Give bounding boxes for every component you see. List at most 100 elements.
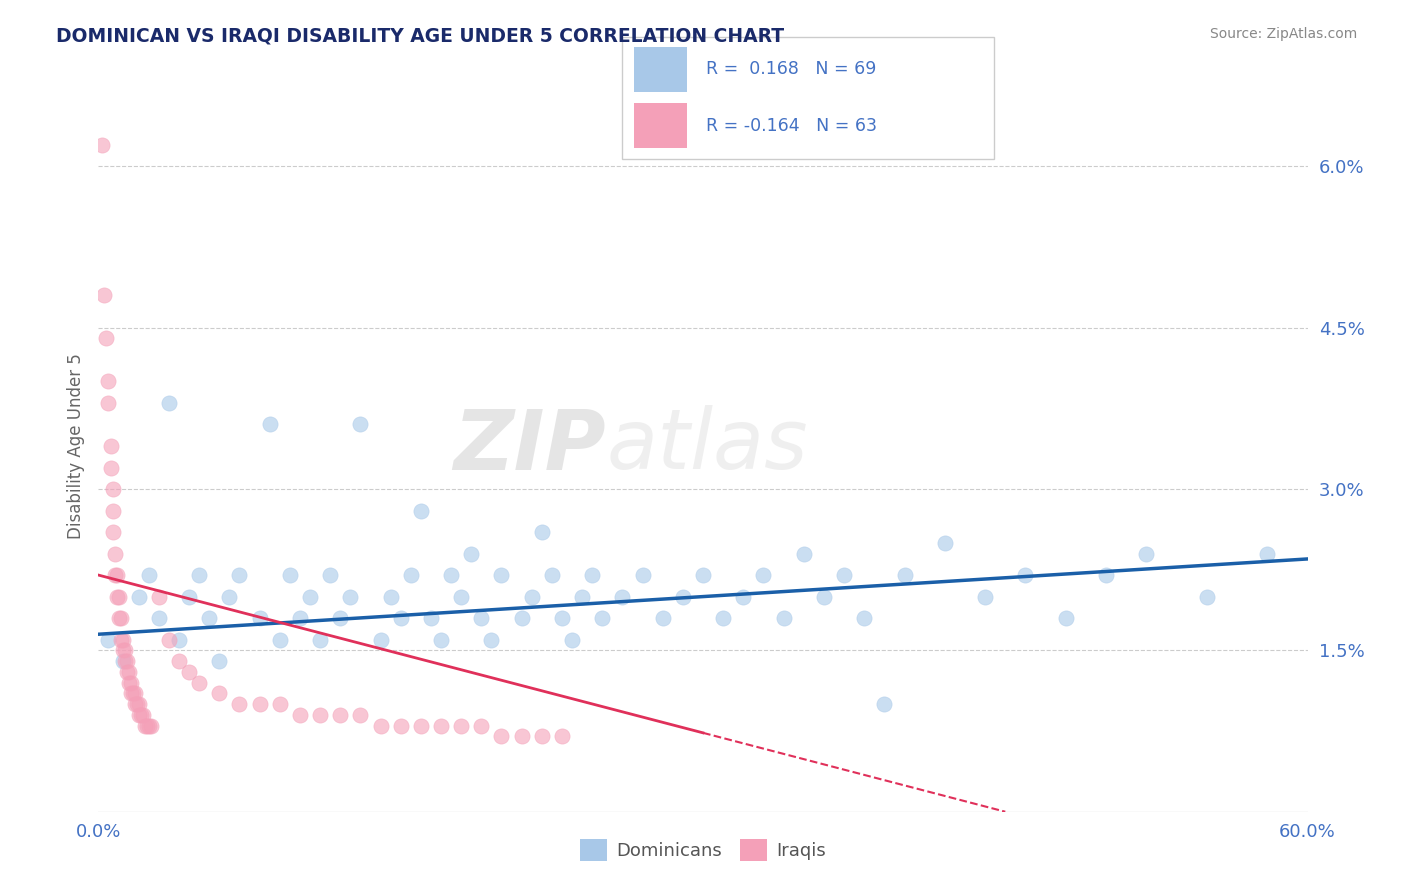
- Point: [520, 590, 543, 604]
- Point: [481, 632, 503, 647]
- Point: [118, 675, 141, 690]
- Point: [96, 331, 118, 345]
- Point: [1054, 611, 1077, 625]
- Point: [752, 568, 775, 582]
- Point: [299, 590, 322, 604]
- Point: [188, 675, 211, 690]
- Point: [120, 675, 142, 690]
- Point: [259, 417, 281, 432]
- Point: [218, 590, 240, 604]
- Point: [853, 611, 876, 625]
- Point: [409, 719, 432, 733]
- Legend: Dominicans, Iraqis: Dominicans, Iraqis: [572, 832, 834, 869]
- Point: [208, 654, 231, 668]
- Point: [124, 686, 146, 700]
- Point: [288, 611, 311, 625]
- Point: [370, 719, 392, 733]
- Point: [733, 590, 755, 604]
- Point: [120, 686, 142, 700]
- Point: [1135, 547, 1157, 561]
- Point: [510, 611, 533, 625]
- Point: [309, 632, 332, 647]
- Point: [97, 375, 120, 389]
- Point: [179, 665, 201, 679]
- Point: [329, 611, 352, 625]
- Point: [813, 590, 835, 604]
- Point: [450, 719, 472, 733]
- Point: [269, 697, 291, 711]
- Point: [470, 611, 492, 625]
- Point: [124, 697, 146, 711]
- Point: [430, 632, 453, 647]
- Y-axis label: Disability Age Under 5: Disability Age Under 5: [66, 353, 84, 539]
- Point: [491, 568, 513, 582]
- Point: [135, 719, 157, 733]
- Point: [249, 611, 271, 625]
- Point: [157, 396, 180, 410]
- Point: [139, 719, 162, 733]
- Point: [110, 611, 132, 625]
- Point: [873, 697, 896, 711]
- Point: [561, 632, 583, 647]
- Point: [772, 611, 794, 625]
- Point: [551, 730, 574, 744]
- Point: [134, 719, 156, 733]
- Point: [319, 568, 342, 582]
- Point: [111, 632, 134, 647]
- Point: [157, 632, 180, 647]
- Point: [110, 632, 132, 647]
- Text: R =  0.168   N = 69: R = 0.168 N = 69: [706, 61, 876, 78]
- Point: [125, 697, 148, 711]
- Point: [198, 611, 221, 625]
- Text: DOMINICAN VS IRAQI DISABILITY AGE UNDER 5 CORRELATION CHART: DOMINICAN VS IRAQI DISABILITY AGE UNDER …: [56, 27, 785, 45]
- Point: [612, 590, 634, 604]
- Point: [1256, 547, 1278, 561]
- Point: [269, 632, 291, 647]
- Point: [167, 632, 190, 647]
- Point: [100, 439, 122, 453]
- Point: [491, 730, 513, 744]
- Point: [339, 590, 361, 604]
- Point: [132, 707, 155, 722]
- Point: [93, 288, 115, 302]
- Point: [128, 590, 150, 604]
- Bar: [634, 47, 688, 92]
- Point: [934, 536, 956, 550]
- Point: [101, 482, 124, 496]
- Point: [420, 611, 443, 625]
- Point: [148, 590, 170, 604]
- Point: [115, 654, 138, 668]
- Point: [118, 665, 141, 679]
- Point: [111, 643, 134, 657]
- Point: [91, 137, 114, 152]
- Point: [121, 686, 143, 700]
- Point: [460, 547, 482, 561]
- Point: [278, 568, 301, 582]
- Point: [97, 632, 120, 647]
- Text: ZIP: ZIP: [454, 406, 606, 486]
- Point: [370, 632, 392, 647]
- Point: [115, 665, 138, 679]
- Point: [111, 654, 134, 668]
- Point: [208, 686, 231, 700]
- Point: [1095, 568, 1118, 582]
- Point: [288, 707, 311, 722]
- Point: [188, 568, 211, 582]
- Point: [101, 524, 124, 539]
- Point: [179, 590, 201, 604]
- Point: [470, 719, 492, 733]
- Text: Source: ZipAtlas.com: Source: ZipAtlas.com: [1209, 27, 1357, 41]
- Point: [148, 611, 170, 625]
- Point: [107, 590, 129, 604]
- FancyBboxPatch shape: [623, 37, 994, 160]
- Point: [128, 697, 150, 711]
- Point: [1195, 590, 1218, 604]
- Point: [1014, 568, 1036, 582]
- Point: [349, 707, 371, 722]
- Point: [409, 503, 432, 517]
- Point: [450, 590, 472, 604]
- Point: [631, 568, 654, 582]
- Point: [672, 590, 695, 604]
- Point: [430, 719, 453, 733]
- Point: [103, 568, 125, 582]
